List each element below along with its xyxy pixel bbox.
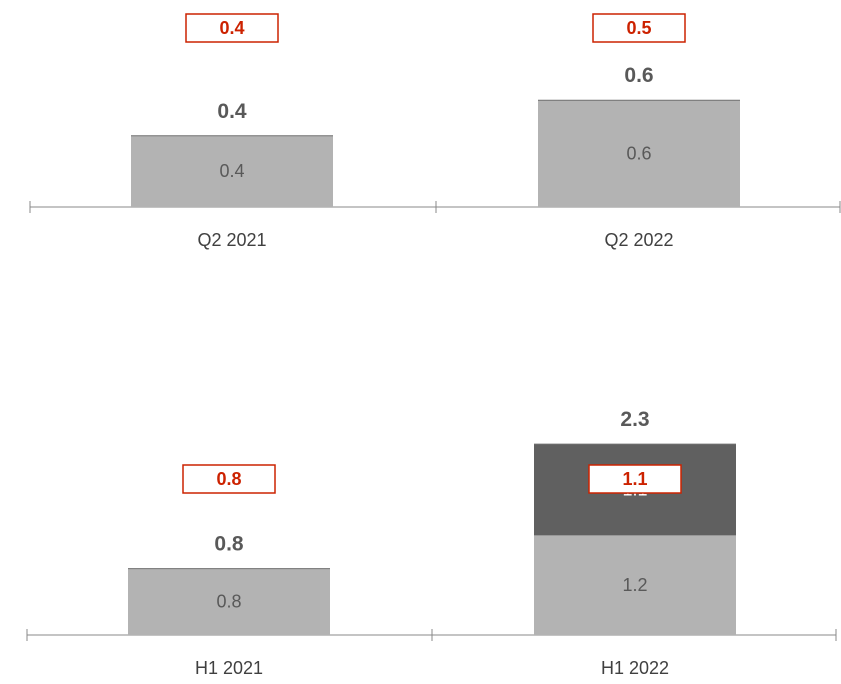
category-label: H1 2021 [195,658,263,678]
total-value-label: 2.3 [620,408,649,431]
boxed-value-frame [185,13,279,43]
bar-segment [538,100,740,207]
boxed-value-label: 0.4 [219,18,244,38]
total-value-label: 0.8 [214,533,244,556]
bar-segment [131,135,333,207]
category-label: H1 2022 [601,658,669,678]
segment-value-label: 0.6 [626,143,651,163]
boxed-value-label: 1.1 [622,469,647,489]
bar-segment [534,535,736,635]
boxed-value-frame [182,464,276,494]
segment-value-label: 0.4 [219,161,244,181]
boxed-value-frame [592,13,686,43]
bar-segment [128,568,330,635]
segment-value-label: 0.8 [216,592,241,612]
segment-value-label: 1.2 [622,575,647,595]
boxed-value-frame [588,464,682,494]
total-value-label: 0.6 [624,64,653,87]
total-value-label: 0.4 [217,100,247,123]
category-label: Q2 2021 [197,230,266,250]
boxed-value-label: 0.5 [626,18,651,38]
boxed-value-label: 0.8 [216,469,241,489]
category-label: Q2 2022 [604,230,673,250]
